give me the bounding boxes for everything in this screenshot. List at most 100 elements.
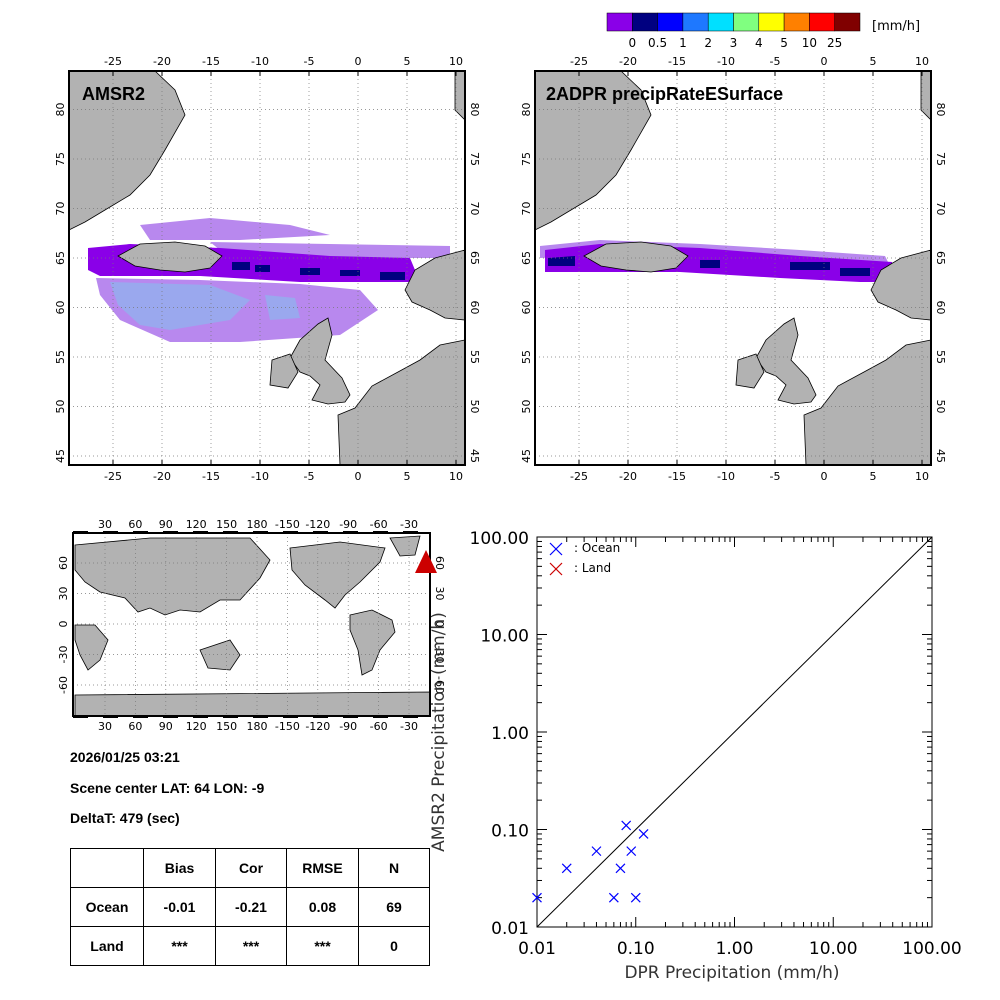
scatter-ticks: 0.010.01 0.10 0.10 1.00 1.00 10.00 10.00 100.00… — [470, 529, 962, 959]
stats-cell: Ocean — [70, 887, 144, 927]
world-lat-label-right: 30 — [433, 587, 446, 601]
lon-label-bottom: -5 — [770, 470, 781, 483]
cross-stroke — [615, 863, 626, 874]
lat-label-left: 50 — [54, 400, 67, 414]
x-tick-label: 0.01 — [518, 939, 556, 959]
world-lat-label-right: -60 — [433, 676, 446, 694]
stats-cell: Land — [70, 926, 144, 966]
x-tick-label: 10.00 — [809, 939, 858, 959]
y-tick-label: 100.00 — [470, 529, 529, 549]
lat-label-left: 70 — [54, 202, 67, 216]
cross-stroke — [591, 846, 602, 857]
lat-label-right: 55 — [934, 350, 947, 364]
scatter-legend: : Ocean : Land — [549, 541, 620, 576]
scene-center-coords: Scene center LAT: 64 LON: -9 — [70, 780, 265, 796]
lat-label-left: 55 — [520, 350, 533, 364]
lat-label-right: 45 — [934, 449, 947, 463]
scatter-point-ocean — [591, 846, 602, 857]
world-lon-label-top: -90 — [339, 518, 357, 531]
lat-label-right: 70 — [934, 202, 947, 216]
colorbar-tick-label: 0.5 — [648, 36, 667, 50]
world-lon-label-bottom: 120 — [186, 720, 207, 733]
world-lon-label-top: 150 — [216, 518, 237, 531]
world-lat-label-left: 0 — [57, 621, 70, 628]
stats-header-cell: RMSE — [286, 848, 359, 888]
world-lon-label-bottom: -90 — [339, 720, 357, 733]
lon-label-top: 0 — [355, 55, 362, 68]
world-lat-label-left: -60 — [57, 676, 70, 694]
scatter-ylabel: AMSR2 Precipitation (mm/h) — [429, 612, 449, 852]
lat-label-right: 80 — [934, 103, 947, 117]
stats-row-land: Land *** *** *** 0 — [70, 926, 430, 966]
lat-label-right: 65 — [934, 251, 947, 265]
lat-label-left: 80 — [520, 103, 533, 117]
lon-label-top: 5 — [404, 55, 411, 68]
stats-header-row: Bias Cor RMSE N — [70, 848, 430, 888]
world-lat-label-right: 0 — [433, 621, 446, 628]
lat-label-right: 80 — [468, 103, 481, 117]
colorbar-tick-label: 4 — [755, 36, 763, 50]
world-lat-label-right: 60 — [433, 556, 446, 570]
colorbar-tick-label: 3 — [730, 36, 738, 50]
world-lat-label-right: -30 — [433, 646, 446, 664]
scatter-points — [532, 820, 649, 903]
x-tick-label: 0.10 — [617, 939, 655, 959]
lon-label-bottom: -10 — [251, 470, 269, 483]
world-lat-label-left: 30 — [57, 587, 70, 601]
lon-label-bottom: -20 — [619, 470, 637, 483]
scene-datetime: 2026/01/25 03:21 — [70, 749, 180, 765]
stats-row-ocean: Ocean -0.01 -0.21 0.08 69 — [70, 887, 430, 927]
lat-label-right: 55 — [468, 350, 481, 364]
world-lat-label-left: -30 — [57, 646, 70, 664]
amsr2-graticule — [69, 71, 465, 465]
lat-label-left: 70 — [520, 202, 533, 216]
cross-stroke — [621, 820, 632, 831]
cross-stroke — [630, 892, 641, 903]
scatter-point-ocean — [615, 863, 626, 874]
lat-label-right: 70 — [468, 202, 481, 216]
world-lon-label-bottom: 60 — [128, 720, 142, 733]
world-lon-label-bottom: -120 — [305, 720, 330, 733]
lat-label-left: 80 — [54, 103, 67, 117]
colorbar-tick-label: 1 — [679, 36, 687, 50]
lat-label-left: 65 — [520, 251, 533, 265]
cross-stroke — [638, 829, 649, 839]
world-lon-label-top: -150 — [275, 518, 300, 531]
lat-label-right: 60 — [468, 301, 481, 315]
lon-label-top: -5 — [304, 55, 315, 68]
stats-table: Bias Cor RMSE N Ocean -0.01 -0.21 0.08 6… — [70, 848, 430, 966]
world-lon-label-bottom: 150 — [216, 720, 237, 733]
amsr2-frame — [68, 70, 466, 466]
stats-header-cell: Bias — [143, 848, 216, 888]
stats-cell: *** — [215, 926, 287, 966]
lon-label-top: -20 — [619, 55, 637, 68]
scatter-point-ocean — [561, 863, 572, 874]
legend-land-marker — [549, 562, 563, 576]
y-tick-label: 1.00 — [491, 724, 529, 744]
y-tick-label: 0.01 — [491, 919, 529, 939]
colorbar-cells — [606, 12, 861, 32]
lat-label-right: 50 — [468, 400, 481, 414]
lat-label-left: 55 — [54, 350, 67, 364]
lon-label-bottom: 10 — [915, 470, 929, 483]
lat-label-left: 65 — [54, 251, 67, 265]
lon-label-top: -5 — [770, 55, 781, 68]
world-lon-label-bottom: 180 — [247, 720, 268, 733]
lon-label-top: -25 — [104, 55, 122, 68]
lon-label-top: -10 — [717, 55, 735, 68]
lon-label-top: 5 — [870, 55, 877, 68]
scene-center-marker — [415, 550, 437, 573]
colorbar-tick-label: 2 — [704, 36, 712, 50]
scatter-xlabel: DPR Precipitation (mm/h) — [624, 963, 839, 983]
world-axis-labels: 30 30 60 60 90 90 120 120 150 150 180 180 -150 -150 -1… — [57, 518, 446, 733]
world-lon-label-bottom: 30 — [98, 720, 112, 733]
lon-label-bottom: 0 — [821, 470, 828, 483]
lat-label-left: 60 — [520, 301, 533, 315]
legend-ocean-marker — [549, 542, 563, 556]
y-tick-label: 10.00 — [480, 627, 529, 647]
colorbar-labels: 0 0.5 1 2 3 4 5 10 25 — [628, 36, 842, 50]
dpr-frame — [534, 70, 932, 466]
scatter-point-ocean — [608, 892, 619, 903]
